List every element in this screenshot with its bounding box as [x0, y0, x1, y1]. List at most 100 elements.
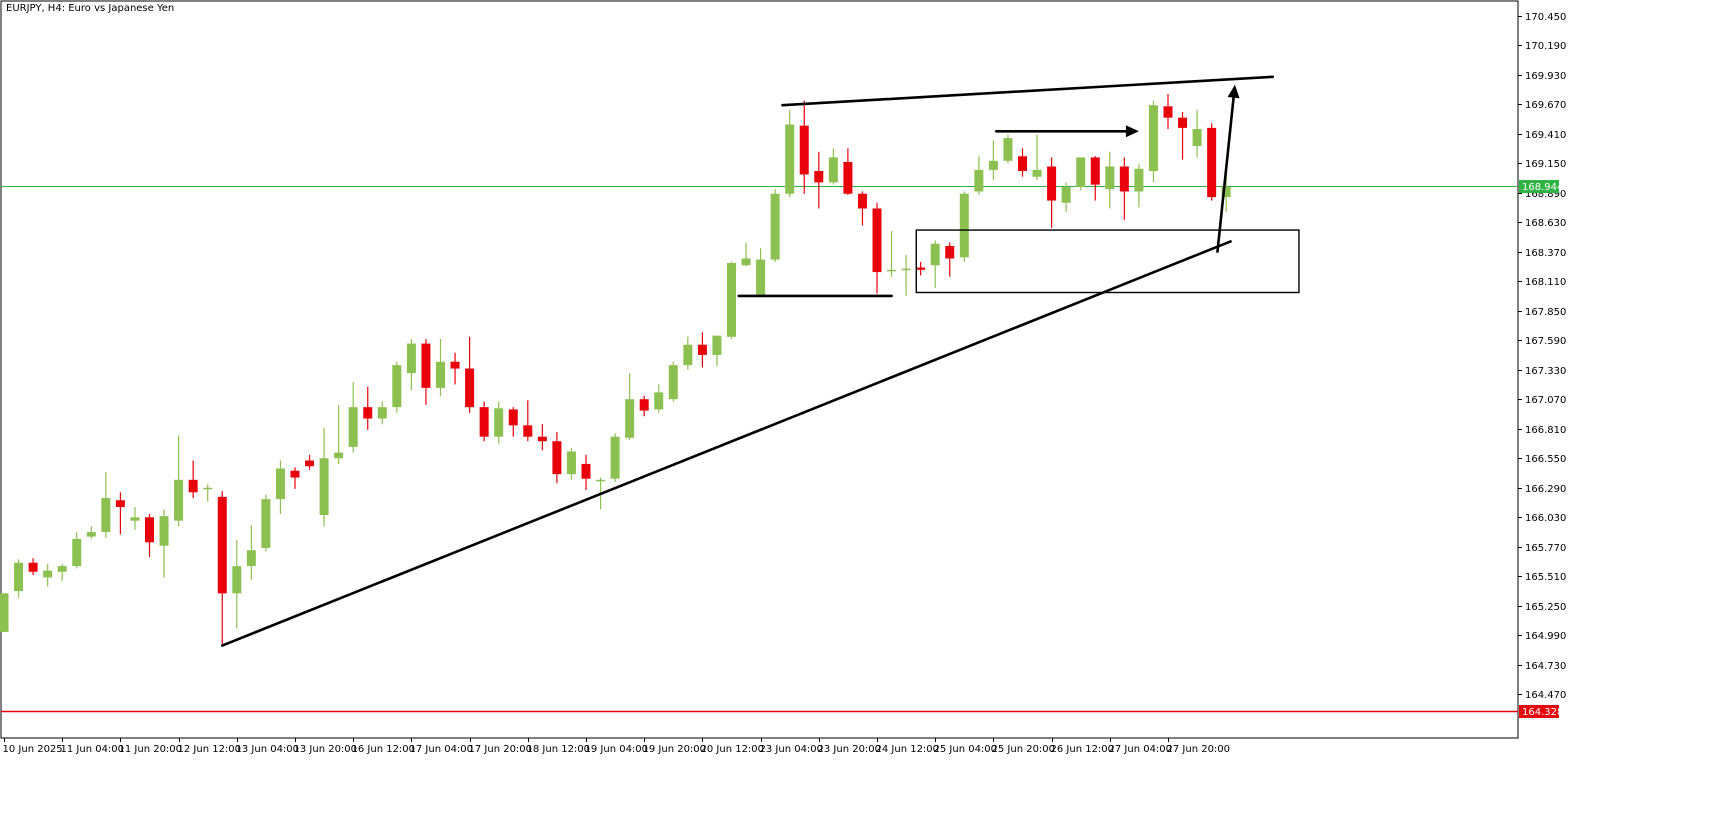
candle-body [581, 463, 591, 479]
candle [901, 255, 911, 296]
candle-body [770, 193, 780, 260]
candle-body [712, 335, 722, 355]
x-tick-label: 25 Jun 04:00 [934, 744, 998, 755]
candle-body [1207, 127, 1217, 198]
candle-body [159, 516, 169, 546]
candle [654, 384, 664, 413]
candle [72, 532, 82, 569]
candle-body [1178, 117, 1188, 128]
candle [377, 401, 387, 425]
candle [86, 526, 96, 539]
candle [130, 507, 140, 530]
horizontal-arrow[interactable] [995, 125, 1139, 138]
candle-body [988, 160, 998, 170]
candle-body [101, 497, 111, 533]
candle [872, 202, 882, 294]
candle [217, 491, 227, 646]
candle [988, 140, 998, 181]
candle [479, 401, 489, 442]
x-tick-label: 11 Jun 20:00 [119, 744, 183, 755]
candle [1061, 182, 1071, 212]
candle [625, 373, 635, 441]
candle [1105, 151, 1115, 209]
candle-body [246, 550, 256, 567]
y-tick-label: 164.990 [1525, 631, 1566, 642]
x-tick-label: 19 Jun 20:00 [643, 744, 707, 755]
candle-body [1003, 138, 1013, 161]
candle [28, 558, 38, 576]
candle [261, 494, 271, 552]
y-tick-label: 170.190 [1525, 41, 1566, 52]
candle-body [697, 344, 707, 355]
candle-body [334, 452, 344, 459]
y-tick-label: 168.110 [1525, 277, 1566, 288]
plot-area[interactable] [0, 0, 1519, 739]
candle [1003, 134, 1013, 164]
y-tick-label: 165.250 [1525, 602, 1566, 613]
candle-body [1163, 106, 1173, 118]
candle-body [814, 171, 824, 183]
candle-body [319, 458, 329, 516]
candle [843, 148, 853, 195]
candle-body [1192, 129, 1202, 147]
badge-label: 164.328 [1522, 707, 1563, 718]
x-tick-label: 24 Jun 12:00 [876, 744, 940, 755]
y-tick-label: 168.370 [1525, 248, 1566, 259]
candle-body [887, 269, 897, 272]
candle-body [421, 343, 431, 388]
x-tick-label: 17 Jun 20:00 [469, 744, 533, 755]
candle-body [203, 487, 213, 490]
candle-body [1105, 166, 1115, 190]
candle [246, 525, 256, 580]
support-trendline[interactable] [220, 240, 1232, 647]
candle-body [14, 562, 24, 592]
candle-body [959, 193, 969, 258]
y-tick-label: 166.290 [1525, 484, 1566, 495]
candle-body [1032, 169, 1042, 177]
candle [159, 509, 169, 578]
badge-label: 168.944 [1522, 182, 1563, 193]
x-tick-label: 16 Jun 12:00 [352, 744, 416, 755]
candle [436, 339, 445, 396]
candle [566, 448, 576, 480]
y-tick-label: 167.590 [1525, 336, 1566, 347]
upward-arrow[interactable] [1216, 84, 1240, 253]
x-tick-label: 11 Jun 04:00 [61, 744, 125, 755]
candle-body [974, 169, 984, 192]
candle [712, 335, 722, 367]
candle [639, 395, 649, 417]
candle [668, 361, 678, 402]
resistance-trendline[interactable] [781, 75, 1275, 107]
candle [494, 401, 504, 444]
candle [406, 339, 416, 391]
candle-body [348, 407, 358, 447]
candle [974, 156, 984, 195]
candle-body [668, 365, 678, 400]
candle-body [1047, 166, 1057, 201]
y-tick-label: 164.730 [1525, 661, 1566, 672]
candle-body [232, 566, 242, 594]
arrow-shaft [1216, 96, 1235, 253]
candle-body [290, 470, 300, 478]
x-tick-label: 23 Jun 04:00 [760, 744, 824, 755]
y-tick-label: 165.510 [1525, 572, 1566, 583]
candle-body [305, 460, 315, 467]
x-tick-label: 13 Jun 20:00 [294, 744, 358, 755]
badge-background [1519, 705, 1559, 718]
y-tick-label: 170.450 [1525, 12, 1566, 23]
candle-body [639, 399, 649, 411]
arrow-head [1227, 84, 1240, 99]
candle-body [799, 125, 809, 175]
x-tick-label: 13 Jun 04:00 [236, 744, 300, 755]
candle [581, 454, 591, 491]
candle [610, 433, 620, 483]
support-zone-box[interactable] [915, 229, 1300, 294]
candle [1076, 157, 1086, 191]
x-tick-label: 18 Jun 12:00 [527, 744, 591, 755]
badge-background [1519, 180, 1559, 193]
candle-body [756, 259, 766, 296]
candle-body [479, 407, 489, 437]
candle-body [872, 208, 882, 273]
candle [814, 151, 824, 209]
